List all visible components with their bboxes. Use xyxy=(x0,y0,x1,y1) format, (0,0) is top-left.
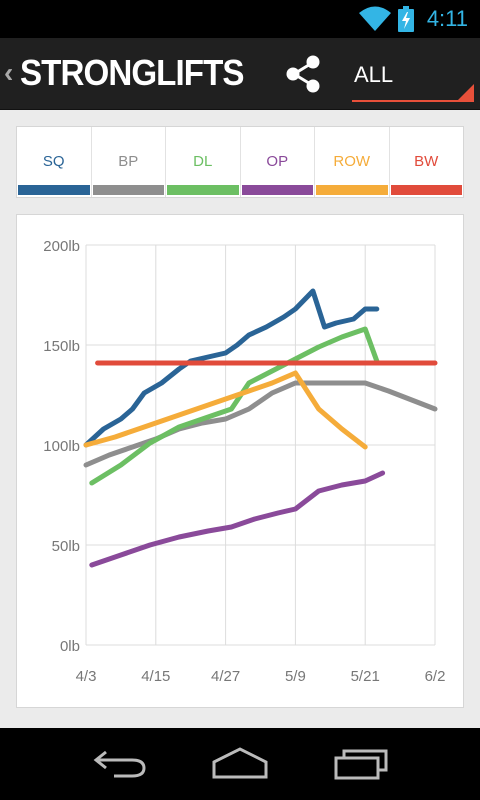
tab-color-bar xyxy=(92,185,164,195)
tab-color-bar xyxy=(390,185,462,195)
filter-label: ALL xyxy=(354,62,394,87)
x-tick-label: 6/2 xyxy=(425,668,446,685)
share-button[interactable] xyxy=(280,52,330,96)
x-tick-label: 5/9 xyxy=(285,668,306,685)
series-line-op xyxy=(89,470,386,568)
tab-color-bar xyxy=(18,185,90,195)
progress-chart[interactable]: 0lb 50lb 100lb 150lb 200lb 4/3 4/15 4/27 5/9 5/21… xyxy=(17,215,463,707)
tab-label: OP xyxy=(266,153,289,170)
chart-card: 0lb 50lb 100lb 150lb 200lb 4/3 4/15 4/27 5/9 5/21… xyxy=(16,214,464,708)
share-icon xyxy=(286,55,320,93)
app-title[interactable]: STRONGLIFTS xyxy=(20,52,244,93)
dropdown-triangle-icon xyxy=(458,84,474,100)
chevron-left-icon[interactable]: ‹ xyxy=(4,57,14,88)
series-line-sq xyxy=(83,288,380,448)
series-line-dl xyxy=(89,326,380,486)
tab-op[interactable]: OP xyxy=(241,127,315,197)
series-line-bp xyxy=(83,380,438,468)
y-tick-label: 150lb xyxy=(43,338,80,355)
x-tick-label: 4/15 xyxy=(141,668,170,685)
x-tick-label: 4/3 xyxy=(76,668,97,685)
tab-label: BP xyxy=(118,153,139,170)
tab-color-bar xyxy=(167,185,239,195)
tab-bp[interactable]: BP xyxy=(92,127,166,197)
status-time: 4:11 xyxy=(426,6,468,31)
tab-label: BW xyxy=(414,153,439,170)
tab-sq[interactable]: SQ xyxy=(17,127,92,197)
nav-recents-icon[interactable] xyxy=(332,746,392,782)
tab-color-bar xyxy=(241,185,313,195)
nav-home-icon[interactable] xyxy=(210,746,270,782)
tab-row[interactable]: ROW xyxy=(315,127,390,197)
nav-bar xyxy=(0,728,480,800)
action-bar: ‹ STRONGLIFTS ALL xyxy=(0,38,480,110)
status-bar: 4:11 xyxy=(0,0,480,38)
tab-color-bar xyxy=(316,185,388,195)
x-tick-label: 5/21 xyxy=(351,668,380,685)
battery-charging-icon xyxy=(398,6,414,32)
tab-bw[interactable]: BW xyxy=(390,127,464,197)
wifi-icon xyxy=(359,6,391,31)
y-tick-label: 100lb xyxy=(43,438,80,455)
tab-label: SQ xyxy=(42,153,65,170)
tab-dl[interactable]: DL xyxy=(166,127,241,197)
y-tick-label: 50lb xyxy=(52,538,80,555)
x-tick-label: 4/27 xyxy=(211,668,240,685)
tab-label: DL xyxy=(193,153,213,170)
y-tick-label: 0lb xyxy=(60,638,80,655)
nav-back-icon[interactable] xyxy=(88,746,152,782)
y-tick-label: 200lb xyxy=(43,238,80,255)
filter-spinner[interactable]: ALL xyxy=(352,50,474,102)
lift-tabs: SQ BP DL OP ROW BW xyxy=(16,126,464,198)
series-line-row xyxy=(83,370,368,450)
tab-label: ROW xyxy=(333,153,371,170)
